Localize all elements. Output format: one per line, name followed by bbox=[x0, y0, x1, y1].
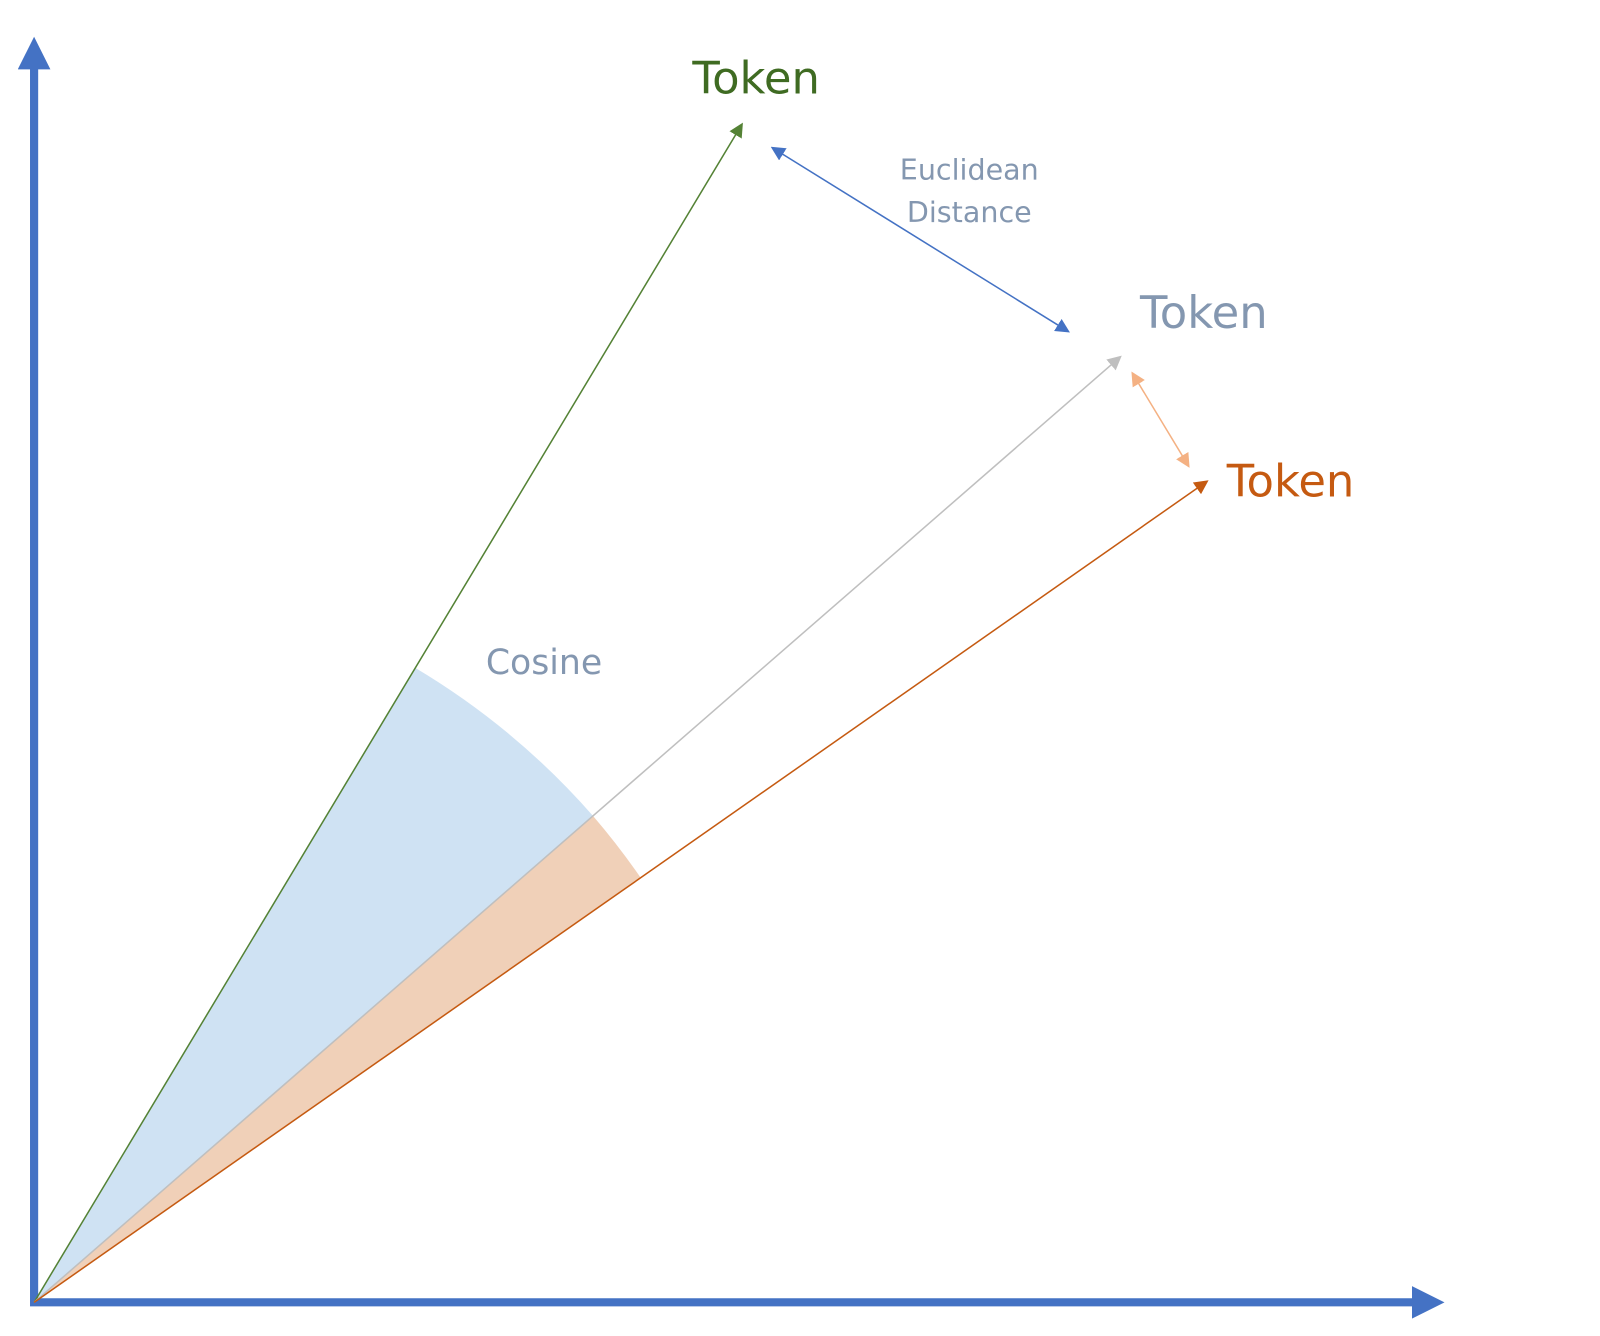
euclidean-arrow bbox=[770, 146, 1070, 333]
small-distance-arrow bbox=[1131, 371, 1190, 468]
token-label: Token bbox=[691, 52, 820, 105]
euclidean-label: Euclidean bbox=[900, 152, 1039, 186]
token-label: Token bbox=[1226, 454, 1355, 507]
vector-orange bbox=[33, 480, 1209, 1303]
vector-gray bbox=[33, 355, 1122, 1303]
cosine-wedge-small bbox=[34, 815, 641, 1303]
vector-green bbox=[33, 122, 743, 1303]
cosine-wedge bbox=[34, 668, 593, 1303]
cosine-label: Cosine bbox=[486, 643, 602, 683]
euclidean-label: Distance bbox=[907, 195, 1032, 229]
token-label: Token bbox=[1139, 286, 1268, 339]
